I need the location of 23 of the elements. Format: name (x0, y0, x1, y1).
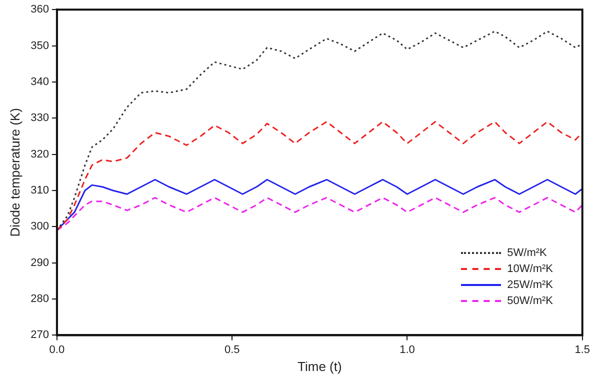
y-tick-label: 280 (30, 293, 49, 306)
x-tick-label: 1.5 (574, 344, 590, 356)
y-tick-label: 310 (30, 184, 49, 197)
legend-label: 25W/m²K (507, 279, 553, 291)
line-series (56, 30, 582, 232)
legend-label: 10W/m²K (507, 263, 553, 275)
y-axis-title: Diode temperature (K) (7, 108, 22, 237)
line-series (56, 196, 582, 232)
legend-label: 50W/m²K (507, 295, 553, 307)
line-series (56, 121, 582, 232)
y-tick-label: 270 (30, 329, 49, 342)
y-tick-label: 290 (30, 256, 49, 269)
y-tick-label: 300 (30, 220, 49, 233)
y-tick-label: 320 (30, 148, 49, 160)
y-tick-label: 330 (30, 112, 49, 124)
y-tick-label: 350 (30, 40, 49, 52)
x-axis-title: Time (t) (298, 358, 342, 374)
x-tick-label: 1.0 (400, 344, 415, 356)
x-tick-label: 0.0 (49, 344, 65, 356)
y-tick-label: 360 (30, 4, 49, 16)
y-tick-label: 340 (30, 76, 49, 88)
x-tick-label: 0.5 (224, 344, 240, 356)
legend-label: 5W/m²K (507, 247, 547, 259)
